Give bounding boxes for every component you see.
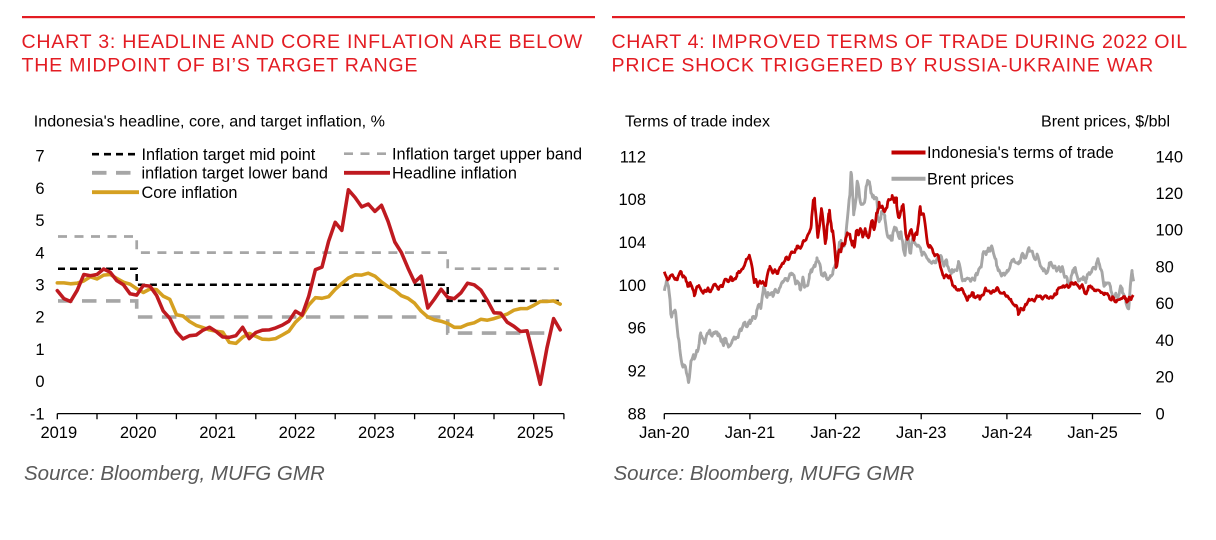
svg-text:4: 4 [35,244,44,262]
svg-text:7: 7 [35,148,44,166]
svg-text:Source: Bloomberg, MUFG GMR: Source: Bloomberg, MUFG GMR [24,462,325,485]
svg-text:Jan-22: Jan-22 [810,424,860,442]
svg-text:2021: 2021 [199,424,236,442]
svg-text:Jan-24: Jan-24 [982,424,1032,442]
svg-text:80: 80 [1156,258,1174,276]
svg-text:2024: 2024 [437,424,474,442]
svg-text:Jan-25: Jan-25 [1067,424,1117,442]
svg-text:120: 120 [1156,185,1184,203]
svg-text:100: 100 [1156,222,1184,240]
svg-text:PRICE SHOCK TRIGGERED BY RUSSI: PRICE SHOCK TRIGGERED BY RUSSIA-UKRAINE … [612,54,1155,76]
svg-text:Terms of trade index: Terms of trade index [625,113,770,130]
svg-text:Core inflation: Core inflation [142,184,238,202]
svg-text:112: 112 [620,148,646,166]
svg-text:Inflation target mid point: Inflation target mid point [142,146,316,164]
svg-text:-1: -1 [30,405,45,423]
svg-text:3: 3 [35,277,44,295]
svg-text:Brent prices, $/bbl: Brent prices, $/bbl [1041,113,1170,130]
svg-text:5: 5 [35,212,44,230]
svg-text:104: 104 [618,234,646,252]
svg-text:Brent prices: Brent prices [927,170,1014,188]
svg-text:Indonesia's headline, core, an: Indonesia's headline, core, and target i… [34,112,385,130]
svg-text:108: 108 [618,191,646,209]
svg-text:6: 6 [35,180,44,198]
svg-text:Indonesia's terms of trade: Indonesia's terms of trade [927,144,1114,162]
svg-text:0: 0 [1156,405,1165,423]
svg-text:40: 40 [1156,332,1174,350]
svg-text:140: 140 [1156,148,1184,166]
svg-text:THE MIDPOINT OF BI’S TARGET RA: THE MIDPOINT OF BI’S TARGET RANGE [22,54,419,76]
svg-text:20: 20 [1156,369,1174,387]
svg-text:2020: 2020 [120,424,157,442]
svg-text:Jan-23: Jan-23 [896,424,946,442]
svg-text:88: 88 [628,405,646,423]
svg-text:Jan-21: Jan-21 [725,424,775,442]
svg-text:2023: 2023 [358,424,395,442]
svg-text:2025: 2025 [517,424,554,442]
svg-text:1: 1 [35,341,44,359]
svg-text:100: 100 [618,277,646,295]
svg-text:92: 92 [628,362,646,380]
svg-text:CHART 3: HEADLINE AND CORE INF: CHART 3: HEADLINE AND CORE INFLATION ARE… [22,31,583,53]
svg-text:Headline inflation: Headline inflation [392,165,517,183]
svg-text:2019: 2019 [40,424,77,442]
svg-text:Inflation target upper band: Inflation target upper band [392,145,582,163]
svg-text:0: 0 [35,373,44,391]
svg-text:2022: 2022 [279,424,316,442]
svg-text:CHART 4: IMPROVED TERMS OF TRA: CHART 4: IMPROVED TERMS OF TRADE DURING … [612,31,1188,53]
svg-text:inflation target lower band: inflation target lower band [142,165,328,183]
svg-text:96: 96 [628,320,646,338]
svg-text:2: 2 [35,309,44,327]
svg-text:Source: Bloomberg, MUFG GMR: Source: Bloomberg, MUFG GMR [614,462,915,485]
svg-text:Jan-20: Jan-20 [639,424,689,442]
svg-text:60: 60 [1156,295,1174,313]
